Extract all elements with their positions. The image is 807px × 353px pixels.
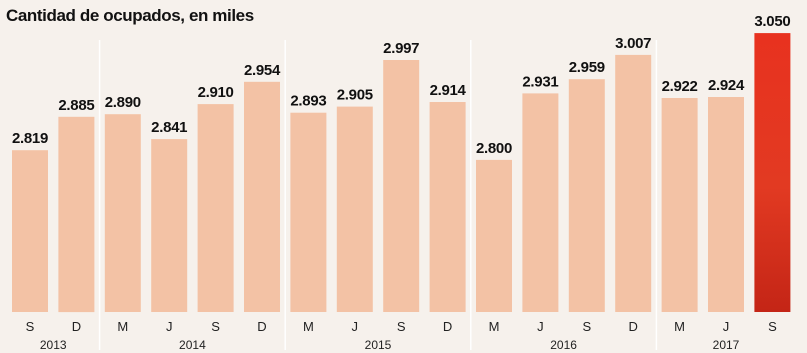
value-label-7: 2.905 <box>337 87 373 104</box>
value-label-12: 2.959 <box>569 59 605 76</box>
value-label-8: 2.997 <box>383 40 419 57</box>
month-label-2: M <box>117 319 128 334</box>
bar-2 <box>104 114 141 312</box>
month-label-6: M <box>303 319 314 334</box>
bar-10 <box>476 159 512 312</box>
bar-0 <box>12 150 48 312</box>
month-label-4: S <box>211 319 220 334</box>
month-label-16: S <box>768 319 777 334</box>
value-label-0: 2.819 <box>12 130 48 147</box>
value-label-15: 2.924 <box>708 77 745 94</box>
month-label-15: J <box>723 319 730 334</box>
year-label-2014: 2014 <box>179 338 206 352</box>
bar-5 <box>244 81 280 312</box>
value-label-13: 3.007 <box>615 35 651 52</box>
year-label-2016: 2016 <box>550 338 577 352</box>
value-label-1: 2.885 <box>58 97 94 114</box>
month-label-0: S <box>26 319 35 334</box>
value-label-4: 2.910 <box>198 84 234 101</box>
value-label-3: 2.841 <box>151 119 187 136</box>
year-label-2013: 2013 <box>40 338 67 352</box>
year-label-2017: 2017 <box>713 338 740 352</box>
bar-12 <box>568 79 605 312</box>
value-label-2: 2.890 <box>105 94 141 111</box>
month-label-8: S <box>397 319 406 334</box>
bar-15 <box>708 97 744 312</box>
bar-16 <box>754 33 791 312</box>
bar-3 <box>151 139 188 312</box>
month-label-9: D <box>443 319 452 334</box>
value-label-14: 2.922 <box>662 78 698 95</box>
month-label-12: S <box>582 319 591 334</box>
bar-9 <box>429 102 466 312</box>
bar-1 <box>58 116 95 313</box>
month-label-7: J <box>352 319 359 334</box>
month-label-3: J <box>166 319 173 334</box>
bar-14 <box>661 98 698 312</box>
bar-8 <box>383 60 420 312</box>
bar-4 <box>197 104 234 312</box>
month-label-11: J <box>537 319 544 334</box>
value-label-10: 2.800 <box>476 140 512 157</box>
value-label-16: 3.050 <box>754 13 790 30</box>
value-label-5: 2.954 <box>244 62 281 79</box>
month-label-1: D <box>72 319 81 334</box>
month-label-5: D <box>257 319 266 334</box>
month-label-10: M <box>489 319 500 334</box>
bar-13 <box>615 54 652 313</box>
year-label-2015: 2015 <box>365 338 392 352</box>
chart-title: Cantidad de ocupados, en miles <box>6 6 254 25</box>
bar-6 <box>290 112 327 312</box>
value-label-9: 2.914 <box>430 82 467 99</box>
month-label-14: M <box>674 319 685 334</box>
bar-7 <box>336 106 373 312</box>
month-label-13: D <box>629 319 638 334</box>
value-label-6: 2.893 <box>290 93 326 110</box>
bar-11 <box>522 93 559 313</box>
value-label-11: 2.931 <box>522 73 558 90</box>
